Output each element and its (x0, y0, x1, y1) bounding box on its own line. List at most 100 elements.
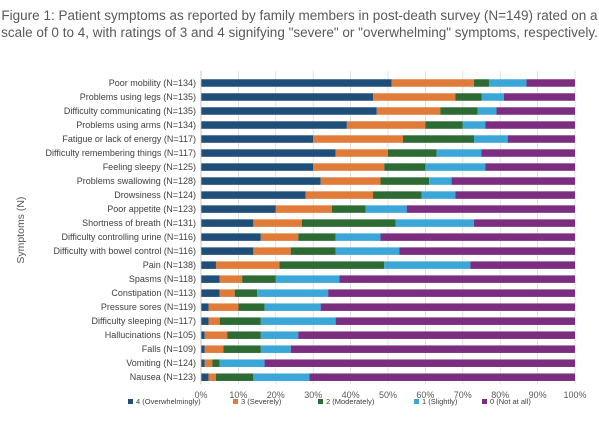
category-label: Difficulty remembering things (N=117) (46, 148, 196, 158)
bar-segment (365, 205, 407, 213)
bar-segment (201, 359, 205, 367)
category-label: Fatigue or lack of energy (N=117) (62, 134, 196, 144)
legend-swatch (482, 399, 487, 404)
bar-segment (335, 149, 388, 157)
x-tick-label: 90% (529, 390, 547, 400)
bar-segment (376, 107, 441, 115)
category-label: Spasms (N=118) (129, 274, 196, 284)
bar-segment (219, 359, 265, 367)
bar-segment (328, 289, 575, 297)
bar-segment (264, 359, 575, 367)
bar-segment (219, 317, 261, 325)
bar-segment (201, 135, 314, 143)
bar-segment (201, 149, 336, 157)
bar-segment (335, 233, 381, 241)
bar-segment (470, 261, 575, 269)
bar-segment (208, 303, 239, 311)
bar-segment (264, 303, 321, 311)
category-label: Difficulty controlling urine (N=116) (62, 232, 196, 242)
bar-segment (212, 359, 220, 367)
bar-segment (253, 247, 291, 255)
category-label: Falls (N=109) (142, 344, 196, 354)
category-label: Problems using arms (N=134) (76, 120, 196, 130)
bar-segment (204, 345, 224, 353)
bar-segment (451, 177, 575, 185)
x-tick-label: 30% (304, 390, 322, 400)
bar-segment (388, 149, 437, 157)
category-label: Pressure sores (N=119) (101, 302, 196, 312)
bar-segment (201, 331, 205, 339)
bar-segment (313, 163, 385, 171)
bar-segment (436, 149, 482, 157)
bar-segment (257, 289, 329, 297)
bar-segment (380, 177, 430, 185)
bar-segment (253, 219, 302, 227)
bar-segment (298, 331, 575, 339)
bar-segment (201, 93, 374, 101)
bar-segment (201, 79, 392, 87)
bar-segment (201, 191, 306, 199)
bar-segment (215, 373, 254, 381)
bar-segment (223, 345, 261, 353)
bar-segment (201, 317, 209, 325)
category-label: Poor appetite (N=123) (107, 204, 196, 214)
bar-segment (219, 275, 243, 283)
legend-label: 2 (Moderately) (326, 397, 375, 406)
bar-segment (474, 79, 489, 87)
bar-segment (201, 107, 377, 115)
bar-segment (373, 93, 456, 101)
x-tick-label: 100% (563, 390, 586, 400)
legend-swatch (128, 399, 133, 404)
bar-segment (440, 107, 478, 115)
bar-segment (309, 373, 575, 381)
bar-segment (298, 233, 336, 241)
bar-segment (204, 359, 213, 367)
bar-segment (425, 121, 463, 129)
category-label: Problems using legs (N=135) (80, 92, 196, 102)
bar-segment (260, 233, 299, 241)
bar-segment (275, 205, 332, 213)
bar-segment (313, 135, 403, 143)
bar-segment (425, 163, 486, 171)
category-label: Vomiting (N=124) (126, 358, 196, 368)
x-tick-label: 40% (342, 390, 360, 400)
bar-segment (384, 163, 426, 171)
bar-segment (339, 275, 575, 283)
bar-segment (201, 373, 209, 381)
legend-swatch (233, 399, 238, 404)
category-label: Difficulty sleeping (N=117) (92, 316, 196, 326)
x-tick-label: 50% (379, 390, 397, 400)
category-label: Problems swallowing (N=128) (77, 176, 196, 186)
bar-segment (201, 205, 276, 213)
bar-segment (279, 261, 385, 269)
bar-segment (238, 303, 265, 311)
legend-label: 0 (Not at all) (490, 397, 531, 406)
legend-swatch (318, 399, 323, 404)
bar-segment (305, 191, 374, 199)
bar-segment (477, 107, 497, 115)
bar-segment (260, 345, 291, 353)
bar-segment (290, 247, 336, 255)
bar-segment (201, 233, 261, 241)
bar-segment (507, 135, 575, 143)
bar-segment (380, 233, 575, 241)
bar-segment (346, 121, 426, 129)
bar-segment (253, 373, 310, 381)
bar-segment (208, 373, 216, 381)
bar-segment (234, 289, 258, 297)
bar-segment (481, 93, 504, 101)
y-axis-title: Symptoms (N) (15, 197, 27, 264)
category-label: Hallucinations (N=105) (105, 330, 196, 340)
legend-label: 4 (Overwhelmingly) (136, 397, 201, 406)
bar-segment (496, 107, 575, 115)
bar-segment (399, 247, 575, 255)
bar-segment (201, 163, 314, 171)
bar-segment (201, 303, 209, 311)
bar-segment (503, 93, 575, 101)
bar-segment (201, 345, 205, 353)
bar-segment (384, 261, 471, 269)
category-label: Nausea (N=123) (130, 372, 196, 382)
category-label: Poor mobility (N=134) (109, 78, 196, 88)
bar-segment (391, 79, 475, 87)
